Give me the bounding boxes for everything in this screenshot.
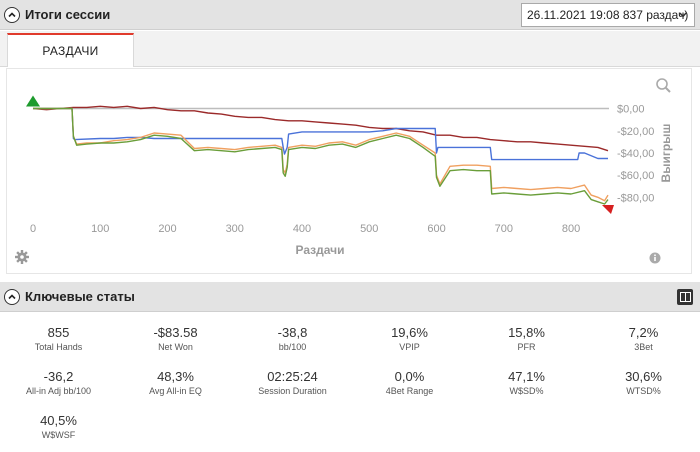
tab-hands[interactable]: РАЗДАЧИ (7, 33, 134, 67)
stat-item: 855 Total Hands (0, 325, 117, 353)
winnings-chart: $0,00 -$20,00 -$40,00 -$60,00 -$80,00 0 100 200… (6, 68, 692, 274)
session-summary-title: Итоги сессии (25, 7, 111, 22)
stat-value: -36,2 (43, 369, 74, 384)
stat-item: -$83.58 Net Won (117, 325, 234, 353)
stat-label: Session Duration (258, 386, 327, 396)
stat-value: 19,6% (391, 325, 428, 340)
stat-value: 0,0% (394, 369, 425, 384)
stat-label: 3Bet (634, 342, 653, 352)
x-tick-label: 400 (293, 223, 311, 235)
x-axis-label: Раздачи (296, 243, 345, 257)
stat-label: PFR (517, 342, 536, 352)
stat-label: bb/100 (278, 342, 307, 352)
stat-label: W$WSF (41, 430, 76, 440)
stat-label: All-in Adj bb/100 (25, 386, 92, 396)
y-axis-label: Выигрыш (659, 124, 673, 183)
collapse-session-button[interactable] (4, 6, 20, 23)
stat-value: 40,5% (40, 413, 77, 428)
stat-label: VPIP (399, 342, 420, 352)
y-tick-label: -$40,00 (617, 148, 654, 160)
tab-bar: РАЗДАЧИ (0, 31, 700, 67)
zoom-icon[interactable] (656, 78, 671, 93)
chevron-up-icon (8, 11, 16, 17)
stat-item: 30,6% WTSD% (585, 369, 700, 397)
x-tick-label: 200 (158, 223, 176, 235)
info-icon[interactable] (649, 252, 661, 264)
key-stats-title: Ключевые статы (25, 289, 135, 304)
stat-value: 7,2% (628, 325, 659, 340)
series-line-3 (33, 107, 609, 202)
stat-label: W$SD% (509, 386, 544, 396)
start-marker-icon (26, 95, 40, 107)
y-tick-label: -$80,00 (617, 192, 654, 204)
chevron-up-icon (8, 293, 16, 299)
stat-value: 02:25:24 (267, 369, 318, 384)
chart-svg: $0,00 -$20,00 -$40,00 -$60,00 -$80,00 0 100 200… (15, 78, 673, 264)
stat-value: -$83.58 (153, 325, 198, 340)
collapse-key-stats-button[interactable] (4, 288, 20, 305)
stat-value: 30,6% (625, 369, 662, 384)
end-marker-icon (602, 205, 614, 215)
series-line-1 (32, 105, 609, 152)
stat-item: 7,2% 3Bet (585, 325, 700, 353)
session-select-value: 26.11.2021 19:08 837 раздач) (527, 8, 689, 22)
x-tick-label: 800 (562, 223, 580, 235)
stat-value: -38,8 (277, 325, 308, 340)
stat-label: WTSD% (626, 386, 661, 396)
stat-value: 47,1% (508, 369, 545, 384)
session-summary-header: Итоги сессии 26.11.2021 19:08 837 раздач… (0, 0, 700, 30)
x-tick-label: 300 (226, 223, 244, 235)
stat-value: 15,8% (508, 325, 545, 340)
stat-item: 15,8% PFR (468, 325, 585, 353)
x-tick-label: 500 (360, 223, 378, 235)
stat-label: 4Bet Range (385, 386, 434, 396)
stat-item: -38,8 bb/100 (234, 325, 351, 353)
stat-item: 0,0% 4Bet Range (351, 369, 468, 397)
x-tick-label: 700 (495, 223, 513, 235)
gear-icon[interactable] (15, 250, 29, 264)
stat-item: 19,6% VPIP (351, 325, 468, 353)
x-tick-label: 0 (30, 223, 36, 235)
series-line-4 (33, 107, 609, 205)
stat-item: 48,3% Avg All-in EQ (117, 369, 234, 397)
chevron-down-icon (679, 12, 687, 18)
stat-item: 47,1% W$SD% (468, 369, 585, 397)
x-tick-label: 100 (91, 223, 109, 235)
stat-item: 40,5% W$WSF (0, 413, 117, 441)
y-tick-label: $0,00 (617, 104, 645, 116)
stat-label: Total Hands (34, 342, 83, 352)
session-select[interactable]: 26.11.2021 19:08 837 раздач) (521, 3, 695, 27)
series-line-2 (33, 107, 608, 161)
stat-value: 48,3% (157, 369, 194, 384)
y-tick-label: -$20,00 (617, 126, 654, 138)
stat-item: -36,2 All-in Adj bb/100 (0, 369, 117, 397)
stat-item: 02:25:24 Session Duration (234, 369, 351, 397)
x-tick-label: 600 (427, 223, 445, 235)
stat-value: 855 (47, 325, 70, 340)
y-tick-label: -$60,00 (617, 170, 654, 182)
layout-toggle-icon[interactable] (677, 289, 693, 305)
key-stats-header: Ключевые статы (0, 282, 700, 312)
stat-label: Avg All-in EQ (149, 386, 202, 396)
stat-label: Net Won (158, 342, 193, 352)
